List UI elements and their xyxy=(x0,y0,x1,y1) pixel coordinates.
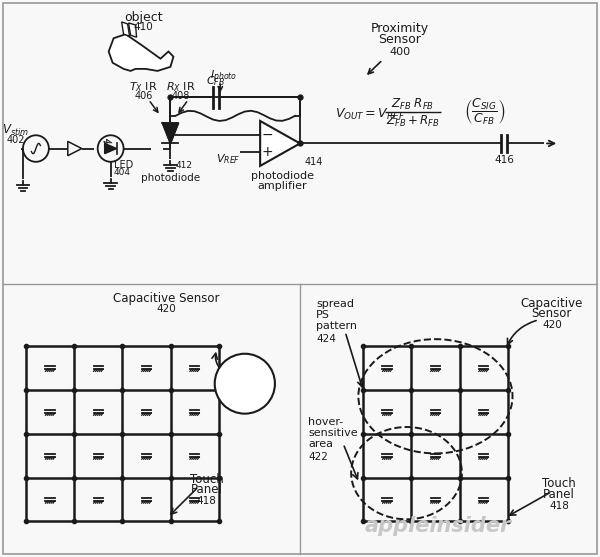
Polygon shape xyxy=(260,121,300,166)
Text: Touch: Touch xyxy=(190,473,224,486)
Text: pattern: pattern xyxy=(316,321,357,331)
Text: 404: 404 xyxy=(113,168,131,177)
Text: appleinsider: appleinsider xyxy=(365,516,511,536)
Text: −: − xyxy=(261,128,273,142)
Text: Sensor: Sensor xyxy=(378,33,421,46)
Text: 402: 402 xyxy=(7,135,25,145)
Polygon shape xyxy=(163,123,178,143)
Text: $V_{REF}$: $V_{REF}$ xyxy=(216,152,240,165)
Text: Sensor: Sensor xyxy=(532,307,572,320)
Text: $I_{photo}$: $I_{photo}$ xyxy=(209,69,237,85)
Text: 408: 408 xyxy=(171,91,190,101)
Text: $T_X$ IR: $T_X$ IR xyxy=(129,80,158,94)
Polygon shape xyxy=(128,23,137,37)
Text: +: + xyxy=(261,145,273,159)
Text: sensitive: sensitive xyxy=(308,428,358,438)
Text: 422: 422 xyxy=(308,452,328,462)
Text: $V_{OUT}=V_{REF}-$: $V_{OUT}=V_{REF}-$ xyxy=(335,108,417,123)
Text: $R_X$ IR: $R_X$ IR xyxy=(166,80,195,94)
Text: amplifier: amplifier xyxy=(257,182,307,191)
Polygon shape xyxy=(104,143,116,154)
Text: 420: 420 xyxy=(542,320,562,330)
Text: 420: 420 xyxy=(157,304,176,314)
Text: Capacitive Sensor: Capacitive Sensor xyxy=(113,292,220,305)
Text: photodiode: photodiode xyxy=(141,173,200,183)
Text: 412: 412 xyxy=(175,162,193,170)
Text: 418: 418 xyxy=(549,501,569,511)
Circle shape xyxy=(215,354,275,414)
Text: 410: 410 xyxy=(134,22,154,32)
Text: hover-: hover- xyxy=(308,417,343,427)
Text: $\left(\dfrac{C_{SIG}}{C_{FB}}\right)$: $\left(\dfrac{C_{SIG}}{C_{FB}}\right)$ xyxy=(464,97,506,127)
Text: LED: LED xyxy=(113,160,133,170)
Text: Panel: Panel xyxy=(543,488,575,501)
Text: photodiode: photodiode xyxy=(251,171,314,181)
Text: Proximity: Proximity xyxy=(371,22,429,35)
Text: $C_{FB}$: $C_{FB}$ xyxy=(206,74,226,88)
Text: PS 400: PS 400 xyxy=(226,387,264,397)
Text: 424: 424 xyxy=(316,334,336,344)
Text: 406: 406 xyxy=(134,91,153,101)
Text: object: object xyxy=(124,11,163,25)
Text: $Z_{FB}\ R_{FB}$: $Z_{FB}\ R_{FB}$ xyxy=(391,97,434,112)
Text: $V_{stim}$: $V_{stim}$ xyxy=(2,123,29,138)
Text: Touch: Touch xyxy=(542,477,576,490)
Text: 416: 416 xyxy=(494,155,514,165)
Text: 400: 400 xyxy=(389,47,410,56)
Polygon shape xyxy=(109,34,173,71)
Text: spread: spread xyxy=(316,299,354,309)
Text: $Z_{FB}+R_{FB}$: $Z_{FB}+R_{FB}$ xyxy=(386,114,439,129)
Polygon shape xyxy=(122,22,130,36)
Text: Capacitive: Capacitive xyxy=(521,297,583,310)
Text: PS: PS xyxy=(316,310,330,320)
Text: area: area xyxy=(308,438,333,448)
Text: Panel: Panel xyxy=(191,483,223,496)
Polygon shape xyxy=(163,123,178,143)
Text: 414: 414 xyxy=(305,157,323,167)
Text: 418: 418 xyxy=(197,496,217,506)
